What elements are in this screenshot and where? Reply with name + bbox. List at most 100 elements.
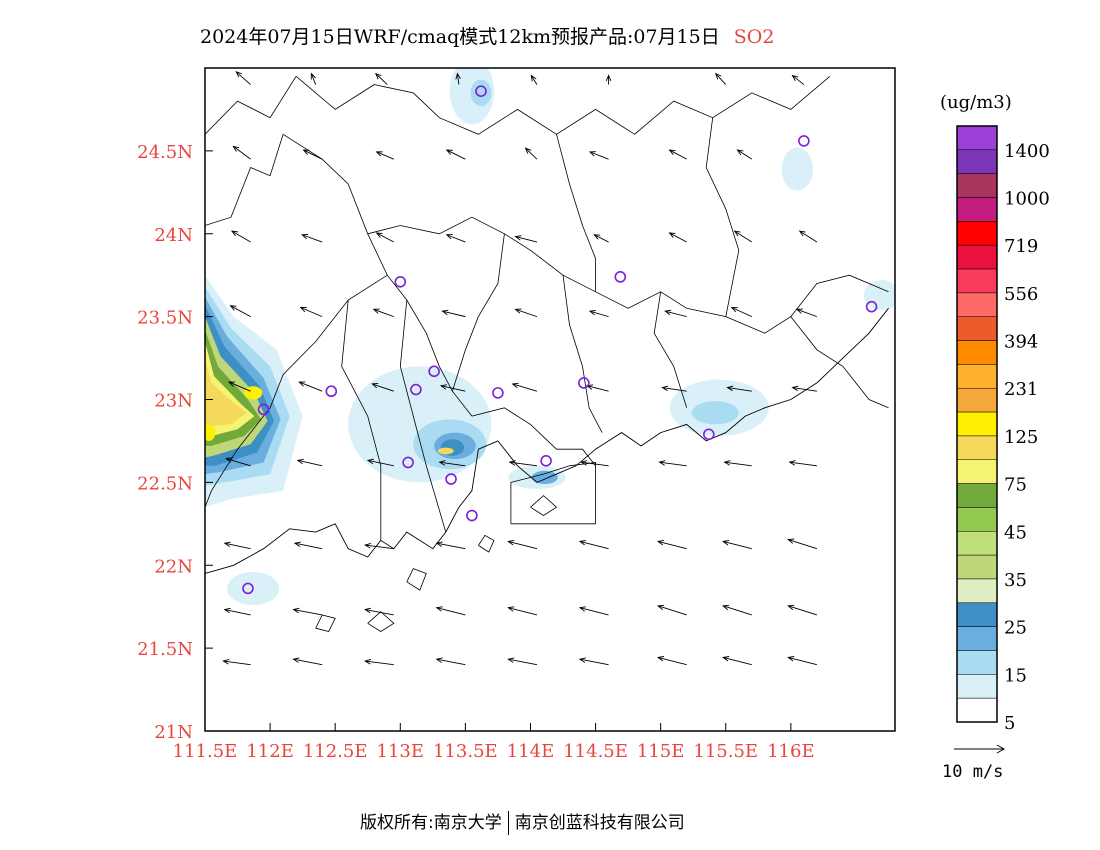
wind-arrow-head xyxy=(714,72,722,80)
wind-arrow-head xyxy=(438,460,446,466)
legend-label: 75 xyxy=(1004,475,1027,496)
wind-arrow-shaft xyxy=(734,230,753,243)
wind-arrow-head xyxy=(605,74,612,82)
legend-swatch xyxy=(956,507,998,532)
wind-arrow xyxy=(435,657,466,666)
wind-arrow xyxy=(375,232,394,243)
wind-arrow xyxy=(656,656,687,666)
wind-arrow xyxy=(363,542,394,550)
wind-arrow xyxy=(363,659,394,666)
wind-arrow-shaft xyxy=(223,660,251,666)
wind-arrow-head xyxy=(578,540,586,546)
legend-swatch xyxy=(956,173,998,198)
admin-border-5 xyxy=(562,275,603,433)
wind-arrow xyxy=(736,149,753,160)
station-marker xyxy=(703,428,715,441)
wind-arrow-head xyxy=(787,604,795,611)
wind-arrow-head xyxy=(371,383,379,389)
legend-swatch xyxy=(956,531,998,556)
wind-arrow-shaft xyxy=(456,73,460,85)
wind-arrow-head xyxy=(375,232,383,238)
x-tick-label: 114E xyxy=(507,741,555,762)
station-marker xyxy=(798,135,810,147)
wind-arrow xyxy=(787,538,818,550)
wind-arrow-shaft xyxy=(226,458,251,467)
wind-arrow-head xyxy=(445,234,453,240)
wind-arrow-head xyxy=(363,607,372,614)
wind-arrow-head xyxy=(375,151,383,157)
legend-swatch xyxy=(956,197,998,222)
legend-label: 15 xyxy=(1004,665,1027,686)
wind-arrow-shaft xyxy=(662,387,687,392)
station-marker xyxy=(475,85,487,98)
legend-swatch xyxy=(956,674,998,699)
wind-arrow-shaft xyxy=(727,387,752,392)
wind-arrow-shaft xyxy=(224,609,251,616)
footer-right: 南京创蓝科技有限公司 xyxy=(514,813,685,833)
wind-arrow xyxy=(363,607,394,616)
wind-arrow-head xyxy=(578,606,586,612)
wind-arrow-head xyxy=(292,607,300,614)
wind-arrow xyxy=(723,460,752,467)
wind-arrow-shaft xyxy=(303,149,323,160)
station-marker xyxy=(614,271,627,283)
wind-arrow-shaft xyxy=(508,540,538,550)
wind-arrow-shaft xyxy=(579,607,609,616)
wind-arrow-head xyxy=(722,604,730,611)
wind-arrow-head xyxy=(232,145,240,152)
wind-arrow-shaft xyxy=(299,381,323,392)
wind-arrow-head xyxy=(787,656,795,662)
wind-arrow-shaft xyxy=(439,461,466,467)
wind-arrow-shaft xyxy=(792,387,817,392)
concentration-area-6 xyxy=(863,280,895,310)
wind-arrow-shaft xyxy=(231,230,251,243)
legend-swatch xyxy=(956,221,998,246)
admin-border-11 xyxy=(341,299,382,541)
wind-arrow xyxy=(310,72,317,85)
wind-arrow xyxy=(230,230,251,243)
admin-border-3 xyxy=(367,216,889,334)
legend-swatch xyxy=(956,483,998,508)
hk-boundary xyxy=(510,462,596,525)
wind-arrow xyxy=(223,607,251,616)
wind-arrow-shaft xyxy=(665,310,687,318)
wind-arrow-shaft xyxy=(446,234,466,243)
footer-copyright: 版权所有:南京大学 南京创蓝科技有限公司 xyxy=(360,808,685,835)
wind-arrow-head xyxy=(296,458,304,465)
wind-arrow-head xyxy=(511,382,519,389)
wind-arrow xyxy=(787,604,818,616)
wind-arrow xyxy=(301,233,323,243)
wind-arrow xyxy=(668,232,687,243)
admin-border-10 xyxy=(269,274,388,408)
wind-arrow xyxy=(788,460,817,467)
wind-arrow xyxy=(605,74,612,85)
wind-arrow-head xyxy=(656,604,665,611)
admin-border-0 xyxy=(205,76,297,135)
legend-swatch xyxy=(956,435,998,461)
x-tick-label: 113E xyxy=(377,741,425,762)
legend-swatch xyxy=(956,554,998,580)
wind-arrow-head xyxy=(301,233,309,240)
station-marker xyxy=(428,365,440,378)
wind-arrow-head xyxy=(441,309,449,316)
wind-arrow xyxy=(366,458,394,467)
coastline xyxy=(205,308,889,574)
wind-arrow xyxy=(507,657,538,666)
wind-arrow-head xyxy=(733,230,741,237)
admin-border-1 xyxy=(205,134,284,226)
y-tick-label: 23.5N xyxy=(137,308,193,329)
admin-border-14 xyxy=(790,316,889,409)
wind-arrow-head xyxy=(455,72,461,80)
wind-arrow xyxy=(578,540,609,550)
wind-arrow-head xyxy=(736,149,744,156)
wind-arrow xyxy=(375,151,394,160)
island-3 xyxy=(478,534,495,553)
wind-arrow xyxy=(508,460,538,467)
wind-arrow-head xyxy=(372,308,380,314)
boundaries-layer xyxy=(205,75,889,632)
wind-arrow-shaft xyxy=(788,656,817,666)
wind-arrow-head xyxy=(445,149,453,155)
wind-arrow-shaft xyxy=(365,660,394,666)
legend-frame xyxy=(956,125,998,723)
legend-swatch xyxy=(956,578,998,604)
